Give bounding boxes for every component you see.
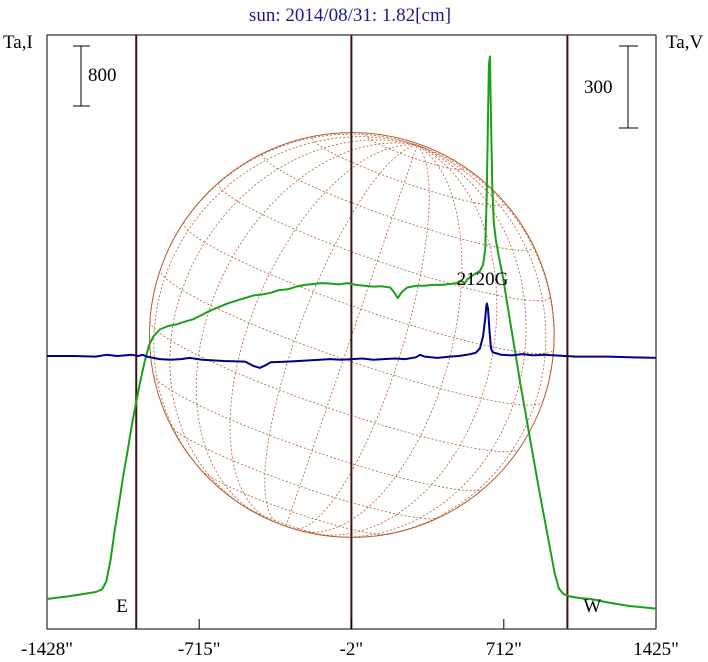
longitude-line: [169, 139, 418, 508]
x-tick-label: 1425": [633, 639, 679, 660]
scale-bar-right: 300: [584, 45, 638, 129]
latitude-line: [153, 375, 484, 491]
latitude-line: [149, 321, 520, 453]
x-tick-label: -2": [340, 639, 364, 660]
annotation-label: 2120G: [457, 269, 509, 290]
longitude-line: [314, 144, 498, 536]
latitude-line: [201, 470, 387, 535]
x-axis-ticks: -1428" -715" -2" 712" 1425": [21, 619, 679, 660]
longitude-line: [376, 144, 547, 537]
scale-bar-left-label: 800: [88, 65, 117, 86]
longitude-line: [264, 144, 418, 524]
marker-lines: [135, 35, 569, 629]
marker-label: W: [583, 596, 601, 617]
longitude-line: [293, 144, 430, 530]
longitude-line: [285, 145, 418, 527]
longitude-line: [229, 144, 418, 521]
right-axis-label: Ta,V: [666, 32, 703, 53]
marker-label: E: [116, 596, 128, 617]
longitude-line: [301, 144, 463, 533]
chart-title: sun: 2014/08/31: 1.82[cm]: [249, 5, 451, 26]
series-layer: [46, 55, 657, 610]
scale-bar-right-label: 300: [584, 77, 613, 98]
left-axis-label: Ta,I: [3, 32, 33, 53]
series-line: [47, 302, 657, 369]
longitude-line: [153, 136, 418, 479]
x-tick-label: -1428": [21, 639, 73, 660]
longitude-line: [330, 144, 527, 538]
longitude-line: [195, 142, 418, 515]
x-tick-label: 712": [486, 639, 522, 660]
scale-bar-left: 800: [73, 45, 117, 107]
x-tick-label: -715": [178, 639, 221, 660]
series-line: [46, 55, 657, 610]
annotations: 2120G: [457, 269, 509, 290]
